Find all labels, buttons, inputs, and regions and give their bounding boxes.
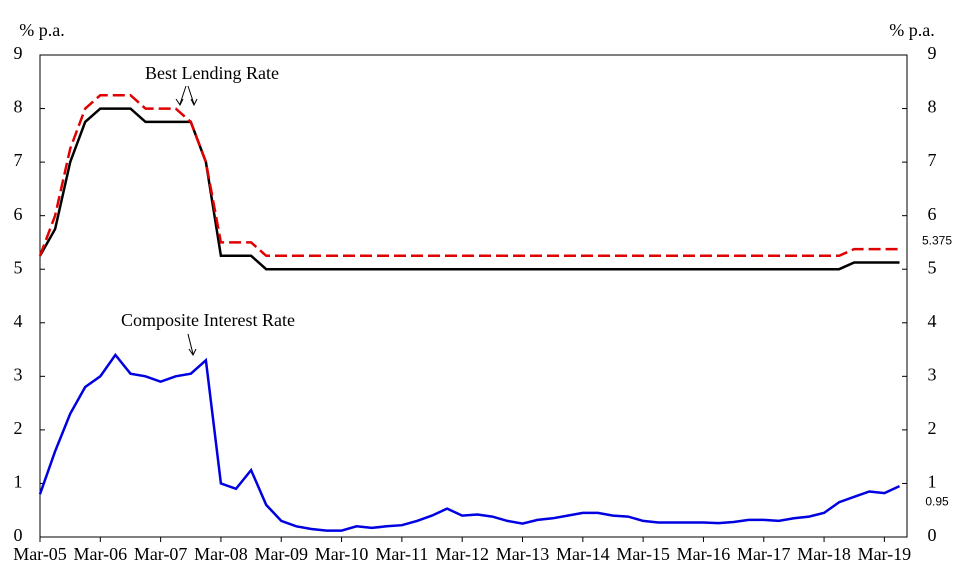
arrow	[187, 85, 195, 105]
y-tick-label: 2	[14, 418, 23, 438]
value-label: 0.95	[925, 494, 949, 508]
annotation-arrows	[175, 85, 198, 356]
series-line	[38, 352, 901, 532]
y2-tick-label: 3	[928, 364, 937, 384]
y-tick-label: 7	[14, 150, 23, 170]
y2-tick-label: 5	[928, 257, 937, 277]
x-tick-label: Mar-16	[677, 544, 731, 564]
arrow-head	[175, 98, 184, 106]
arrow-head	[188, 348, 197, 356]
x-tick-label: Mar-11	[375, 544, 428, 564]
y-tick-label: 5	[14, 257, 23, 277]
y2-tick-label: 7	[928, 150, 937, 170]
series-line	[38, 107, 900, 271]
x-tick-label: Mar-09	[254, 544, 308, 564]
y2-tick-label: 9	[928, 43, 937, 63]
annotation: Composite Interest Rate	[121, 310, 295, 330]
y2-tick-label: 1	[928, 472, 937, 492]
x-tick-label: Mar-08	[194, 544, 248, 564]
x-tick-label: Mar-06	[74, 544, 128, 564]
x-tick-label: Mar-14	[556, 544, 610, 564]
y-tick-label: 0	[14, 525, 23, 545]
arrow-head	[190, 98, 198, 107]
y2-axis-label: % p.a.	[889, 20, 934, 40]
y-tick-label: 3	[14, 364, 23, 384]
arrow	[179, 85, 187, 105]
x-tick-label: Mar-13	[496, 544, 550, 564]
y-tick-label: 6	[14, 204, 23, 224]
y-tick-label: 8	[14, 97, 23, 117]
value-label: 5.375	[922, 233, 952, 247]
x-tick-label: Mar-18	[797, 544, 851, 564]
annotation: Best Lending Rate	[145, 63, 279, 83]
y2-tick-label: 4	[928, 311, 937, 331]
y-tick-label: 4	[14, 311, 23, 331]
arrow	[187, 333, 194, 355]
plot-frame	[39, 54, 908, 538]
y2-tick-label: 0	[928, 525, 937, 545]
x-tick-label: Mar-10	[315, 544, 369, 564]
y-axis-label: % p.a.	[19, 20, 64, 40]
x-tick-label: Mar-17	[737, 544, 791, 564]
y2-tick-label: 2	[928, 418, 937, 438]
x-tick-label: Mar-07	[134, 544, 188, 564]
x-tick-label: Mar-05	[13, 544, 67, 564]
y2-tick-label: 6	[928, 204, 937, 224]
x-tick-label: Mar-15	[616, 544, 670, 564]
series-line	[38, 93, 900, 258]
x-tick-label: Mar-19	[858, 544, 912, 564]
x-tick-label: Mar-12	[435, 544, 489, 564]
y2-tick-label: 8	[928, 97, 937, 117]
y-tick-label: 9	[14, 43, 23, 63]
y-tick-label: 1	[14, 472, 23, 492]
